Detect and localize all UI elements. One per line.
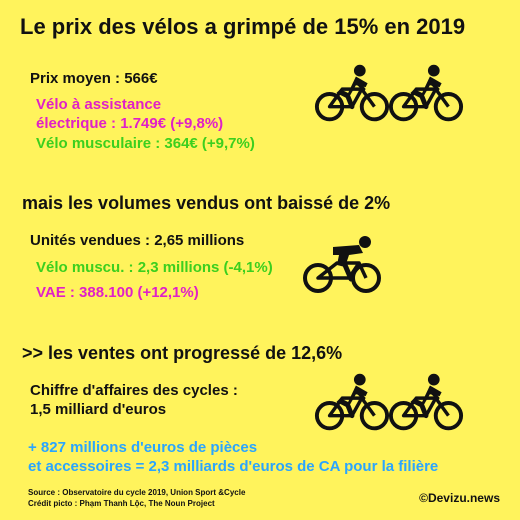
ebike-icon: [313, 63, 391, 125]
ebike-units: VAE : 388.100 (+12,1%): [36, 284, 199, 301]
average-price: Prix moyen : 566€: [30, 70, 158, 87]
muscular-units: Vélo muscu. : 2,3 millions (-4,1%): [36, 259, 273, 276]
footer-credits: Source : Observatoire du cycle 2019, Uni…: [28, 487, 245, 509]
picto-credit: Crédit picto : Phạm Thanh Lộc, The Noun …: [28, 499, 215, 508]
revenue-line1: Chiffre d'affaires des cycles :: [30, 382, 238, 399]
ebike-price: Vélo à assistance électrique : 1.749€ (+…: [36, 95, 223, 133]
ebike-price-line2: électrique : 1.749€ (+9,8%): [36, 115, 224, 132]
ebike-price-line1: Vélo à assistance: [36, 96, 162, 113]
volume-heading: mais les volumes vendus ont baissé de 2%: [22, 193, 391, 213]
ebike-icon: [387, 63, 465, 125]
brand-watermark: ©Devizu.news: [419, 491, 500, 505]
ebike-icon: [387, 372, 465, 434]
muscular-bike-price: Vélo musculaire : 364€ (+9,7%): [36, 135, 255, 152]
racing-bike-icon: [302, 233, 384, 295]
revenue-line2: 1,5 milliard d'euros: [30, 401, 167, 418]
parts-accessories: + 827 millions d'euros de pièces et acce…: [28, 438, 438, 476]
revenue: Chiffre d'affaires des cycles : 1,5 mill…: [30, 381, 238, 419]
ebike-icon: [313, 372, 391, 434]
sales-heading: >> les ventes ont progressé de 12,6%: [22, 343, 343, 363]
page-title: Le prix des vélos a grimpé de 15% en 201…: [20, 14, 466, 39]
units-sold: Unités vendues : 2,65 millions: [30, 232, 245, 249]
parts-line2: et accessoires = 2,3 milliards d'euros d…: [28, 458, 439, 475]
parts-line1: + 827 millions d'euros de pièces: [28, 439, 258, 456]
source-text: Source : Observatoire du cycle 2019, Uni…: [28, 488, 246, 497]
